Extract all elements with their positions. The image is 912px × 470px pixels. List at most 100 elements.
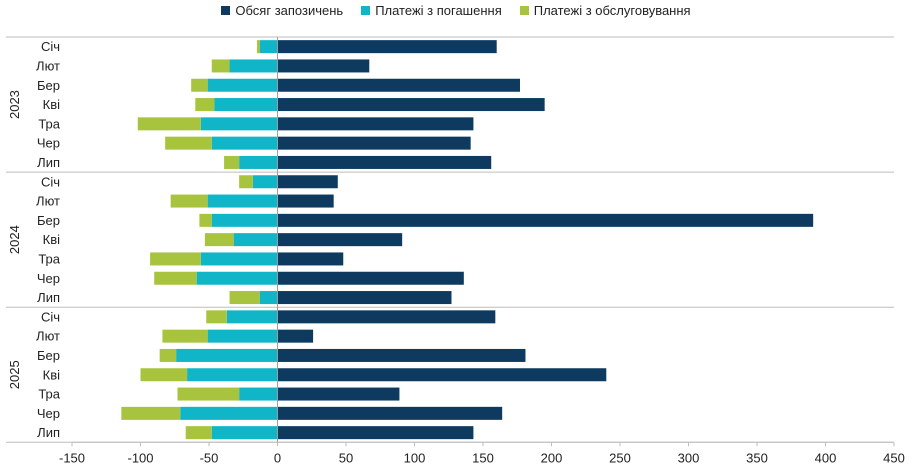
x-tick-label: -150	[59, 450, 85, 465]
month-label: Чер	[37, 406, 60, 421]
bar-repayment	[229, 59, 278, 73]
bar-repayment	[226, 310, 278, 324]
bar-repayment	[211, 136, 278, 150]
month-label: Кві	[43, 97, 60, 112]
bar-borrowing	[277, 271, 464, 285]
bar-servicing	[191, 78, 208, 92]
bar-borrowing	[277, 78, 520, 92]
month-label: Лип	[37, 155, 60, 170]
bar-servicing	[121, 406, 181, 420]
bar-borrowing	[277, 98, 545, 112]
month-label: Лют	[36, 194, 60, 209]
bar-repayment	[200, 117, 278, 131]
bar-servicing	[159, 348, 177, 362]
legend-item-servicing: Платежі з обслуговування	[519, 3, 691, 18]
bar-repayment	[252, 175, 278, 189]
x-tick-label: 400	[815, 450, 837, 465]
month-label: Чер	[37, 136, 60, 151]
bar-borrowing	[277, 252, 344, 266]
bar-servicing	[224, 155, 240, 169]
bar-repayment	[180, 406, 278, 420]
month-label: Січ	[41, 174, 60, 189]
bar-servicing	[185, 426, 212, 440]
month-label: Тра	[38, 387, 60, 402]
month-label: Бер	[37, 213, 60, 228]
bar-borrowing	[277, 291, 452, 305]
x-tick-label: 50	[339, 450, 353, 465]
x-tick-label: -50	[200, 450, 219, 465]
month-label: Січ	[41, 309, 60, 324]
bar-borrowing	[277, 426, 474, 440]
bar-borrowing	[277, 310, 496, 324]
legend-item-repayment: Платежі з погашення	[361, 3, 502, 18]
bar-servicing	[137, 117, 201, 131]
legend-label-borrowing: Обсяг запозичень	[235, 3, 344, 18]
x-tick-label: 150	[472, 450, 494, 465]
bar-borrowing	[277, 194, 334, 208]
bar-repayment	[259, 291, 278, 305]
bar-repayment	[211, 426, 278, 440]
bar-servicing	[199, 213, 212, 227]
month-label: Лип	[37, 290, 60, 305]
month-label: Тра	[38, 116, 60, 131]
legend-label-servicing: Платежі з обслуговування	[533, 3, 691, 18]
x-tick-label: 100	[404, 450, 426, 465]
x-tick-label: 350	[746, 450, 768, 465]
month-label: Січ	[41, 39, 60, 54]
month-label: Бер	[37, 78, 60, 93]
month-label: Лип	[37, 425, 60, 440]
bar-servicing	[229, 291, 260, 305]
month-label: Кві	[43, 232, 60, 247]
month-label: Лют	[36, 58, 60, 73]
bar-servicing	[195, 98, 215, 112]
bar-repayment	[200, 252, 278, 266]
legend-swatch-borrowing	[221, 6, 231, 15]
bar-servicing	[162, 329, 208, 343]
bar-repayment	[214, 98, 278, 112]
x-tick-label: 0	[274, 450, 281, 465]
bar-servicing	[256, 40, 260, 54]
bar-borrowing	[277, 233, 403, 247]
bar-borrowing	[277, 155, 492, 169]
month-label: Бер	[37, 348, 60, 363]
month-label: Кві	[43, 367, 60, 382]
legend: Обсяг запозичень Платежі з погашення Пла…	[0, 3, 912, 18]
bar-borrowing	[277, 136, 471, 150]
bar-servicing	[239, 175, 253, 189]
month-label: Чер	[37, 271, 60, 286]
bar-repayment	[207, 329, 278, 343]
bar-borrowing	[277, 387, 400, 401]
legend-swatch-repayment	[361, 6, 371, 15]
bar-repayment	[196, 271, 278, 285]
bar-repayment	[211, 213, 278, 227]
bar-servicing	[154, 271, 197, 285]
bar-servicing	[177, 387, 240, 401]
bar-repayment	[239, 387, 278, 401]
bar-borrowing	[277, 406, 503, 420]
group-label: 2024	[7, 225, 22, 254]
bar-servicing	[150, 252, 201, 266]
x-tick-label: 200	[541, 450, 563, 465]
x-tick-label: -100	[127, 450, 153, 465]
bar-servicing	[165, 136, 212, 150]
legend-item-borrowing: Обсяг запозичень	[221, 3, 343, 18]
bar-repayment	[233, 233, 278, 247]
bar-borrowing	[277, 348, 526, 362]
bar-repayment	[259, 40, 278, 54]
legend-label-repayment: Платежі з погашення	[375, 3, 502, 18]
bar-servicing	[204, 233, 234, 247]
month-label: Тра	[38, 251, 60, 266]
bar-repayment	[187, 368, 278, 382]
bar-borrowing	[277, 59, 370, 73]
bar-servicing	[140, 368, 188, 382]
bar-repayment	[207, 78, 278, 92]
bar-borrowing	[277, 213, 814, 227]
month-label: Лют	[36, 329, 60, 344]
bar-borrowing	[277, 117, 474, 131]
x-tick-label: 450	[883, 450, 905, 465]
x-tick-label: 300	[678, 450, 700, 465]
bar-repayment	[207, 194, 278, 208]
bar-borrowing	[277, 329, 314, 343]
